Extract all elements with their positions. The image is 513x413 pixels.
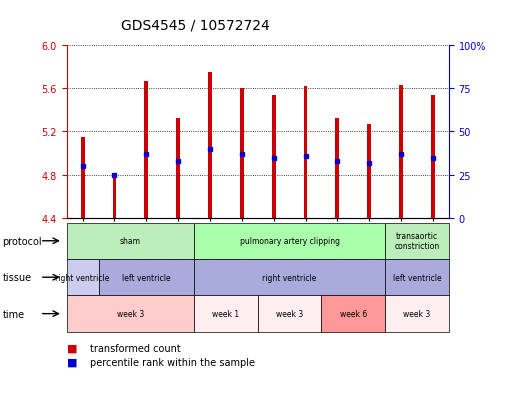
Bar [304, 87, 307, 219]
Text: week 3: week 3 [403, 309, 430, 318]
Text: time: time [3, 309, 25, 319]
Text: ■: ■ [67, 343, 77, 353]
Text: protocol: protocol [3, 236, 42, 246]
Bar [144, 82, 148, 219]
Text: ■: ■ [67, 357, 77, 367]
Bar [176, 119, 180, 219]
Text: week 3: week 3 [117, 309, 144, 318]
Bar [81, 138, 85, 219]
Bar [272, 95, 275, 219]
Text: tissue: tissue [3, 273, 32, 282]
Bar [431, 95, 435, 219]
Bar [367, 125, 371, 219]
Text: week 1: week 1 [212, 309, 240, 318]
Text: percentile rank within the sample: percentile rank within the sample [90, 357, 255, 367]
Text: week 6: week 6 [340, 309, 367, 318]
Text: right ventricle: right ventricle [263, 273, 317, 282]
Text: pulmonary artery clipping: pulmonary artery clipping [240, 237, 340, 246]
Text: week 3: week 3 [276, 309, 303, 318]
Text: left ventricle: left ventricle [122, 273, 171, 282]
Text: GDS4545 / 10572724: GDS4545 / 10572724 [121, 19, 269, 33]
Text: sham: sham [120, 237, 141, 246]
Text: left ventricle: left ventricle [393, 273, 441, 282]
Bar [112, 177, 116, 219]
Text: transaortic
constriction: transaortic constriction [394, 232, 440, 251]
Text: transformed count: transformed count [90, 343, 181, 353]
Text: right ventricle: right ventricle [55, 273, 110, 282]
Bar [208, 73, 212, 219]
Bar [336, 119, 339, 219]
Bar [240, 89, 244, 219]
Bar [399, 85, 403, 219]
